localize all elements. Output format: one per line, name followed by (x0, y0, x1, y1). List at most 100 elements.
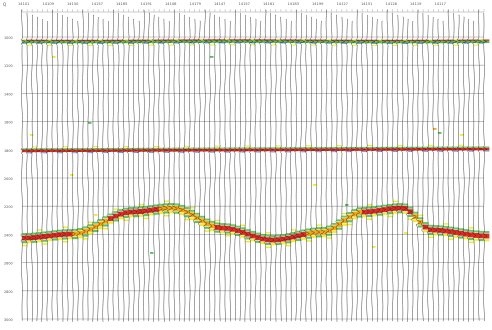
amplitude-patch (316, 39, 322, 44)
amplitude-patch (31, 39, 38, 41)
amplitude-patch (123, 40, 129, 44)
amplitude-patch (265, 234, 272, 237)
amplitude-patch (285, 151, 292, 153)
amplitude-patch (62, 231, 68, 237)
amplitude-patch (316, 235, 322, 238)
amplitude-patch (179, 39, 185, 41)
amplitude-patch (94, 214, 98, 216)
amplitude-patch (331, 222, 338, 225)
amplitude-patch (285, 244, 292, 247)
amplitude-patch (143, 39, 150, 44)
amplitude-patch (336, 40, 343, 44)
depth-label: 2400 (4, 233, 13, 237)
amplitude-patch (336, 145, 343, 147)
amplitude-patch (438, 233, 444, 236)
amplitude-patch (82, 228, 89, 234)
trace-wiggle (279, 16, 286, 322)
amplitude-patch (219, 225, 226, 231)
amplitude-patch (402, 203, 409, 206)
amplitude-patch (92, 229, 99, 233)
amplitude-patch (224, 231, 231, 234)
amplitude-patch (260, 241, 266, 245)
amplitude-patch (331, 39, 338, 41)
amplitude-patch (285, 148, 292, 152)
amplitude-patch (377, 39, 383, 41)
amplitude-patch (341, 223, 348, 226)
trace-wiggle (284, 18, 290, 322)
amplitude-patch (427, 146, 434, 148)
trace-wiggle (354, 9, 360, 321)
amplitude-patch (103, 149, 109, 152)
amplitude-patch (67, 40, 74, 44)
amplitude-patch (478, 238, 485, 242)
amplitude-patch (326, 233, 332, 236)
amplitude-patch (275, 237, 282, 243)
amplitude-patch (326, 39, 332, 41)
depth-label: 1200 (4, 64, 13, 68)
amplitude-patch (148, 205, 155, 208)
amplitude-patch (483, 150, 490, 152)
amplitude-patch (37, 240, 43, 243)
amplitude-patch (331, 39, 338, 44)
amplitude-patch (133, 206, 140, 209)
amplitude-patch (316, 151, 322, 153)
amplitude-patch (21, 233, 28, 235)
amplitude-patch (72, 40, 79, 44)
amplitude-patch (285, 39, 292, 41)
trace-wiggle (375, 18, 381, 322)
amplitude-patch (153, 147, 160, 149)
amplitude-patch (336, 39, 343, 41)
amplitude-patch (402, 146, 409, 148)
amplitude-patch (118, 39, 124, 41)
amplitude-patch (265, 147, 272, 149)
amplitude-patch (62, 229, 68, 232)
amplitude-patch (301, 148, 307, 152)
amplitude-patch (97, 39, 104, 41)
amplitude-patch (229, 224, 236, 227)
trace-wiggle (314, 18, 321, 322)
amplitude-patch (255, 240, 261, 243)
amplitude-patch (199, 148, 206, 152)
amplitude-patch (290, 231, 297, 234)
trace-wiggle (111, 9, 118, 321)
amplitude-patch (250, 233, 256, 239)
amplitude-patch (458, 146, 464, 148)
amplitude-patch (123, 207, 129, 210)
trace-wiggle (288, 20, 296, 322)
trace-label: 14157 (239, 2, 250, 6)
amplitude-patch (194, 220, 200, 224)
amplitude-patch (245, 147, 251, 149)
amplitude-patch (422, 150, 429, 152)
amplitude-patch (62, 241, 68, 243)
trace-wiggle (203, 9, 209, 321)
amplitude-patch (483, 231, 490, 233)
amplitude-patch (26, 152, 33, 154)
trace-wiggle (309, 16, 316, 322)
amplitude-patch (214, 39, 221, 41)
amplitude-patch (265, 242, 272, 246)
amplitude-patch (250, 230, 256, 233)
amplitude-patch (67, 39, 74, 41)
amplitude-patch (443, 225, 449, 228)
amplitude-patch (316, 148, 322, 152)
amplitude-patch (341, 212, 348, 215)
amplitude-patch (224, 39, 231, 41)
amplitude-patch (367, 40, 373, 44)
amplitude-patch (245, 231, 251, 237)
amplitude-patch (214, 230, 221, 233)
amplitude-patch (316, 147, 322, 149)
amplitude-patch (351, 209, 358, 212)
amplitude-patch (37, 39, 43, 41)
amplitude-patch (301, 229, 307, 232)
amplitude-patch (290, 229, 297, 231)
trace-wiggle (274, 14, 281, 322)
amplitude-patch (463, 39, 470, 41)
amplitude-patch (224, 151, 231, 153)
amplitude-patch (478, 42, 485, 44)
amplitude-patch (473, 230, 480, 233)
amplitude-patch (72, 39, 79, 41)
amplitude-patch (407, 209, 414, 215)
amplitude-patch (26, 235, 33, 241)
